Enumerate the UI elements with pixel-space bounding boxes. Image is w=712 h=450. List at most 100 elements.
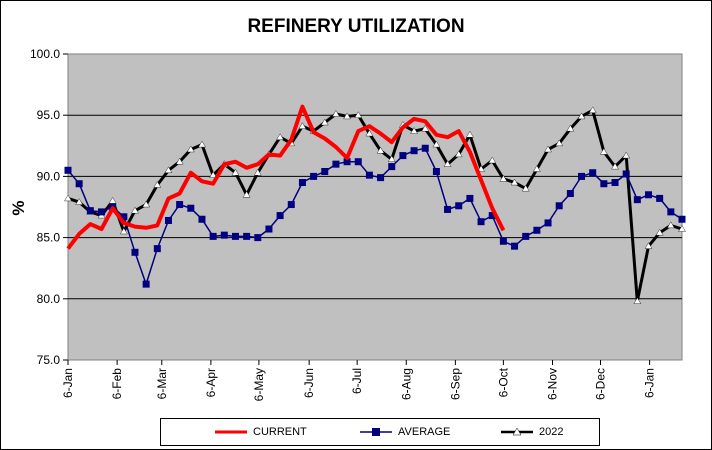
data-point-average xyxy=(120,213,128,221)
data-point-average xyxy=(198,215,206,223)
x-tick-label: 6-Jan xyxy=(61,368,75,398)
y-axis-ticks: 75.0 80.0 85.0 90.0 95.0 100.0 xyxy=(30,47,68,367)
data-point-2022 xyxy=(376,146,385,154)
y-axis-label: % xyxy=(9,200,28,215)
legend-swatch-2022 xyxy=(501,427,533,436)
data-point-average xyxy=(477,218,485,226)
data-point-2022 xyxy=(365,129,374,137)
data-point-2022 xyxy=(622,151,631,159)
data-point-2022 xyxy=(153,181,162,188)
data-point-2022 xyxy=(354,111,363,118)
data-point-average xyxy=(354,158,362,166)
data-point-average xyxy=(209,232,217,240)
data-point-average xyxy=(566,190,574,198)
data-point-average xyxy=(633,196,641,204)
data-point-2022 xyxy=(131,206,139,214)
y-tick-label: 90.0 xyxy=(37,169,61,183)
data-point-2022 xyxy=(64,194,72,202)
data-point-average xyxy=(97,208,105,216)
data-point-2022 xyxy=(186,145,195,153)
data-point-2022 xyxy=(521,184,530,192)
data-point-average xyxy=(298,179,306,187)
legend-label-average: AVERAGE xyxy=(398,426,451,438)
data-point-average xyxy=(187,204,195,212)
x-tick-label: 6-May xyxy=(252,368,266,401)
data-point-2022 xyxy=(231,168,240,176)
data-point-2022 xyxy=(644,242,653,249)
series-layer xyxy=(64,104,686,304)
data-point-2022 xyxy=(454,150,463,158)
legend-label-current: CURRENT xyxy=(253,426,307,438)
data-point-average xyxy=(466,194,474,202)
data-point-2022 xyxy=(108,196,117,204)
legend-label-2022: 2022 xyxy=(539,426,564,438)
data-point-average xyxy=(164,216,172,224)
data-point-average xyxy=(310,172,318,180)
data-point-2022 xyxy=(678,225,686,232)
data-point-2022 xyxy=(298,122,307,129)
data-point-average xyxy=(365,171,373,179)
data-point-2022 xyxy=(175,157,184,165)
data-point-2022 xyxy=(253,168,262,176)
series-current xyxy=(66,104,506,250)
data-point-average xyxy=(176,201,184,209)
data-point-average xyxy=(589,169,597,177)
data-point-average xyxy=(645,191,653,199)
data-point-2022 xyxy=(566,124,575,132)
data-point-average xyxy=(332,160,340,168)
data-point-2022 xyxy=(421,124,430,132)
chart-title: REFINERY UTILIZATION xyxy=(247,16,465,37)
data-point-2022 xyxy=(443,160,452,167)
data-point-2022 xyxy=(75,198,84,205)
data-point-2022 xyxy=(242,190,251,198)
data-point-2022 xyxy=(555,139,564,147)
x-tick-label: 6-Jul xyxy=(350,368,364,394)
legend: CURRENT AVERAGE 2022 xyxy=(160,418,600,446)
data-point-2022 xyxy=(600,148,608,155)
x-axis-ticks: 6-Jan 6-Feb 6-Mar 6-Apr 6-May 6-Jun 6-Jul 6-Aug… xyxy=(61,360,657,401)
data-point-average xyxy=(421,144,429,152)
legend-swatch-average xyxy=(360,428,392,436)
data-point-average xyxy=(578,172,586,180)
data-point-2022 xyxy=(488,156,497,164)
x-tick-label: 6-Aug xyxy=(399,368,413,400)
data-point-average xyxy=(555,202,563,210)
data-point-average xyxy=(667,208,675,216)
x-tick-label: 6-Mar xyxy=(155,368,169,399)
data-point-2022 xyxy=(633,297,642,304)
data-point-2022 xyxy=(198,140,206,148)
data-point-2022 xyxy=(119,227,128,235)
data-point-average xyxy=(444,205,452,213)
data-point-2022 xyxy=(209,171,217,178)
data-point-2022 xyxy=(466,130,474,138)
data-point-average xyxy=(231,232,239,240)
data-point-average xyxy=(243,232,251,240)
data-point-2022 xyxy=(432,140,441,148)
data-point-2022 xyxy=(320,118,329,126)
data-point-average xyxy=(511,242,519,250)
data-point-average xyxy=(377,174,385,182)
y-tick-label: 80.0 xyxy=(37,292,61,306)
data-point-average xyxy=(343,158,351,166)
data-point-average xyxy=(488,212,496,220)
data-point-average xyxy=(656,194,664,202)
data-point-2022 xyxy=(577,112,586,120)
data-point-average xyxy=(410,147,418,155)
data-point-average xyxy=(220,231,228,239)
data-point-2022 xyxy=(655,228,664,236)
data-point-average xyxy=(432,168,440,176)
data-point-2022 xyxy=(343,112,351,120)
data-point-2022 xyxy=(544,145,552,153)
data-point-average xyxy=(321,168,329,176)
data-point-average xyxy=(64,166,72,174)
data-point-average xyxy=(131,248,139,256)
data-point-2022 xyxy=(499,174,508,182)
legend-item-2022: 2022 xyxy=(499,419,563,445)
data-point-average xyxy=(522,232,530,240)
y-tick-label: 75.0 xyxy=(37,353,61,367)
data-point-2022 xyxy=(477,165,485,172)
data-point-2022 xyxy=(276,133,284,140)
x-tick-label: 6-Feb xyxy=(110,368,124,400)
legend-item-average: AVERAGE xyxy=(358,419,450,445)
